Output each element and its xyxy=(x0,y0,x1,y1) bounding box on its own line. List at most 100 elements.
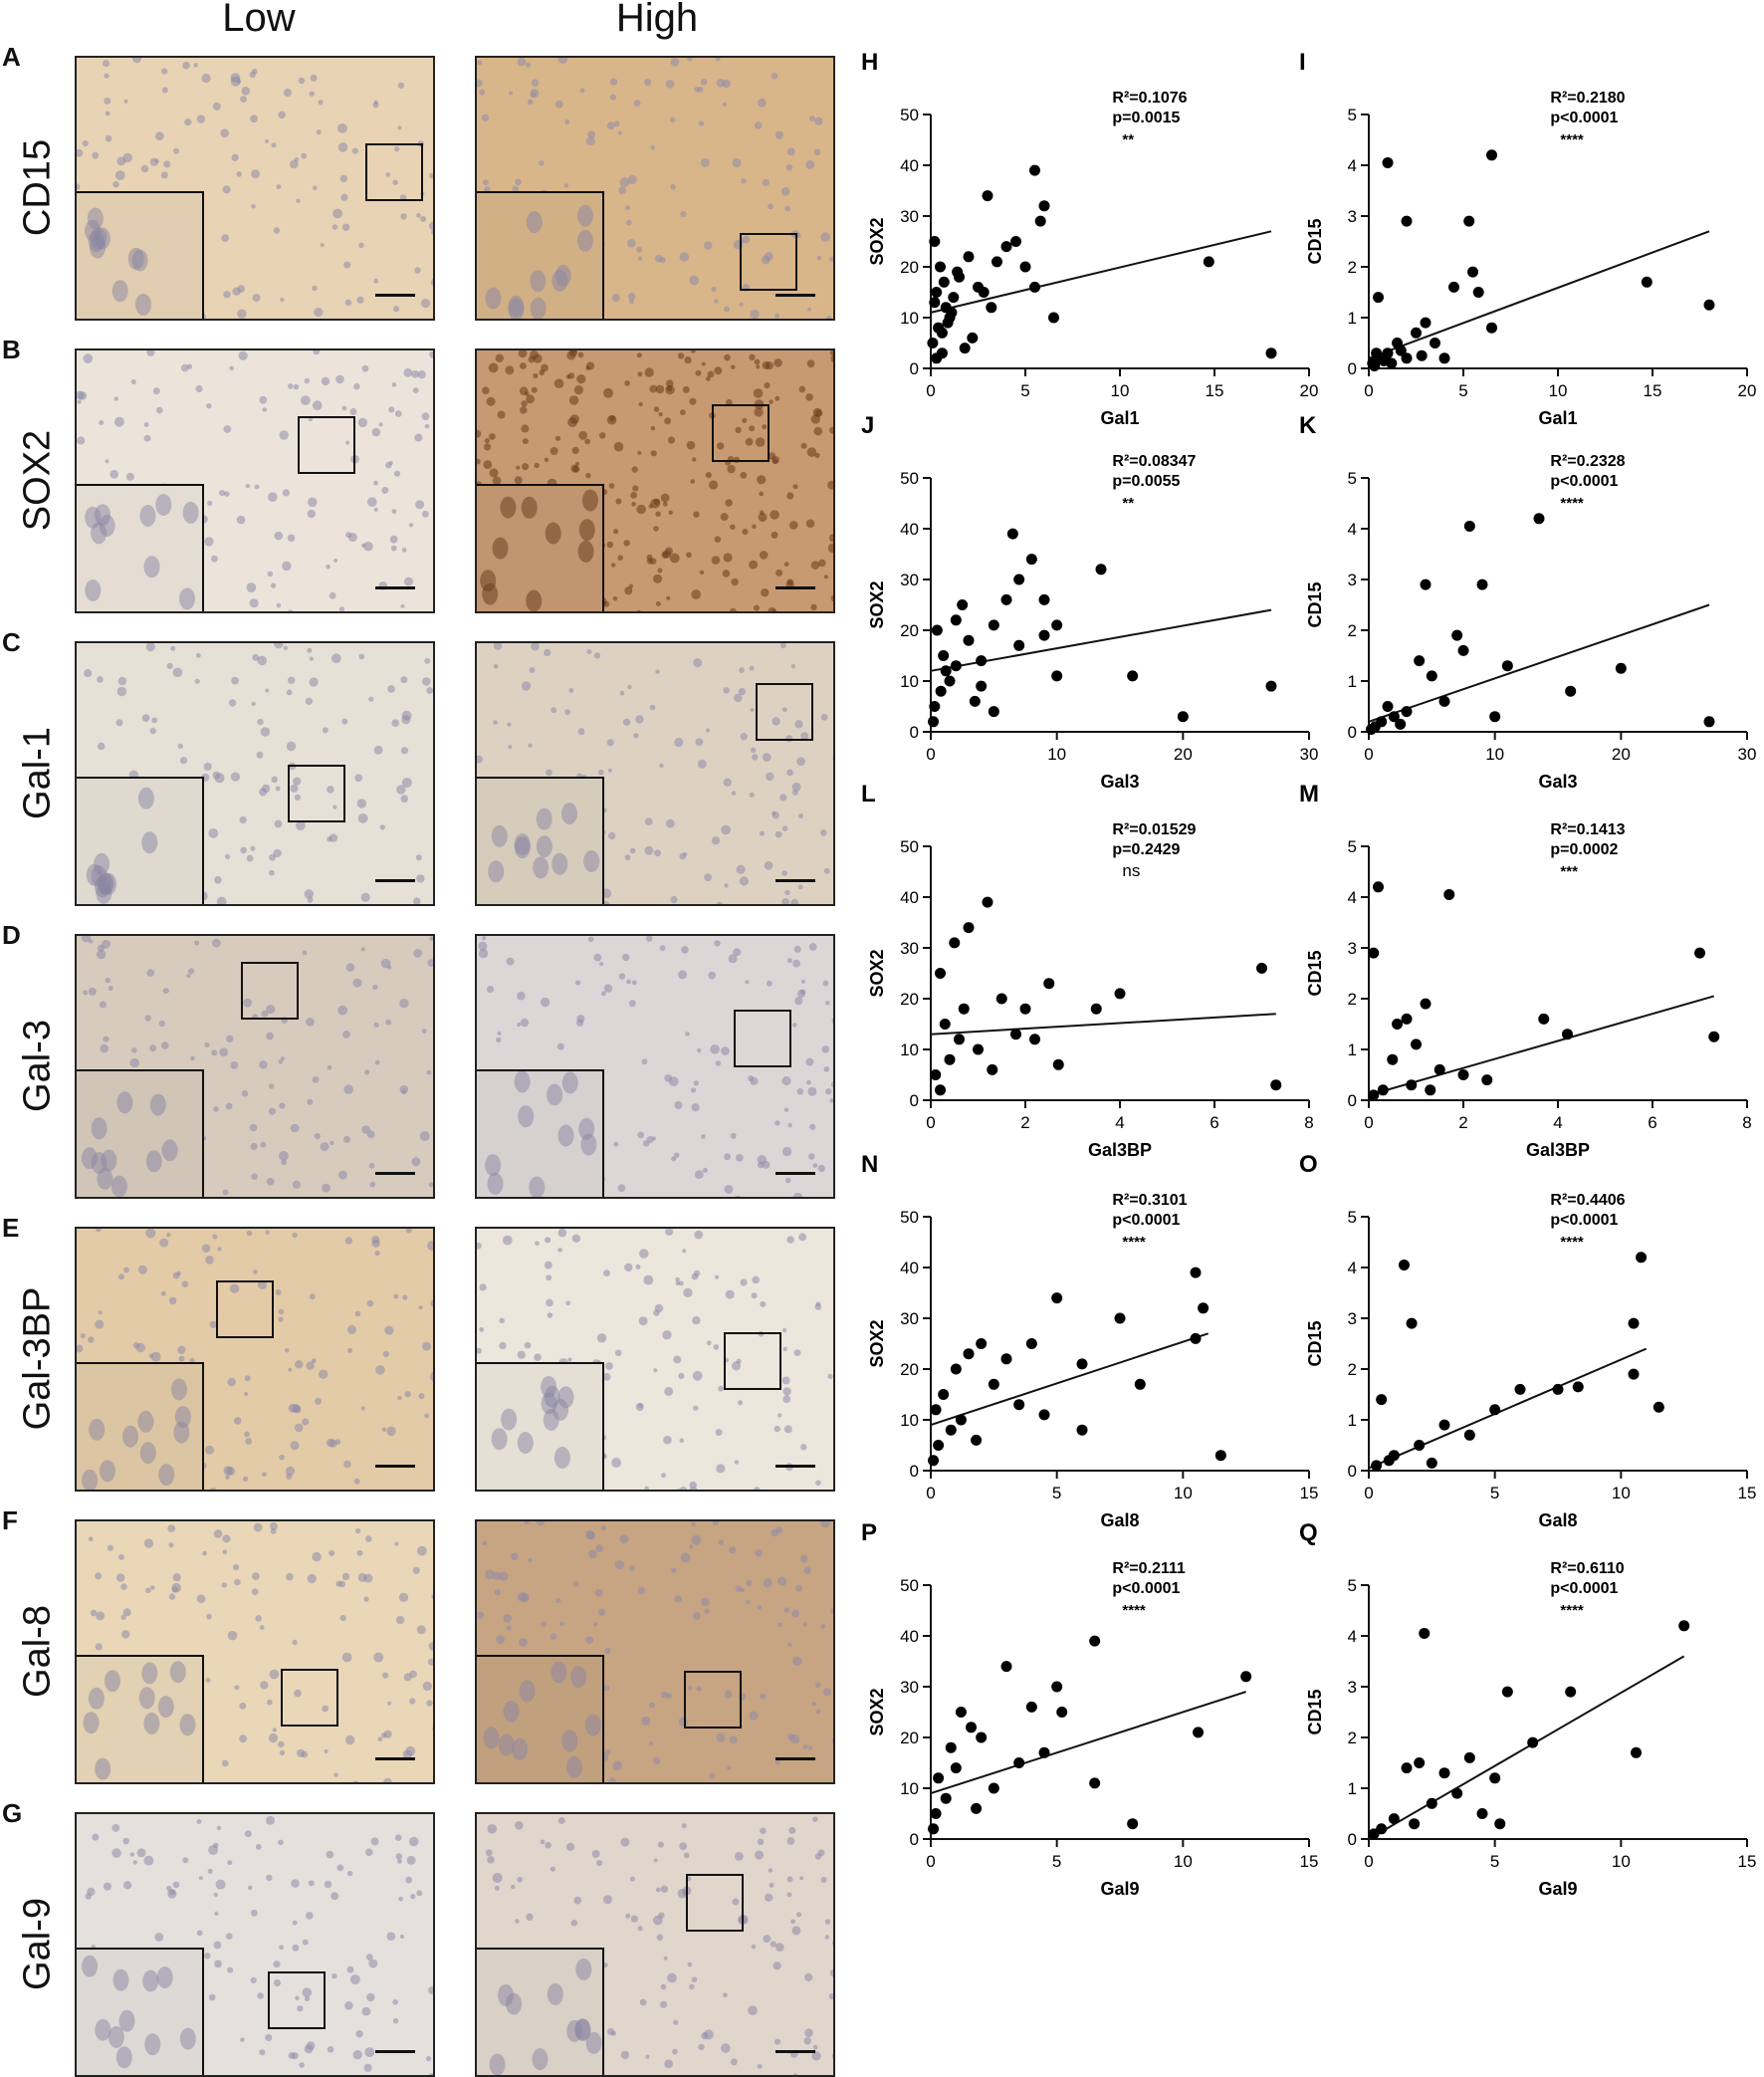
x-tick-label: 20 xyxy=(1612,745,1631,764)
data-point xyxy=(1193,1727,1204,1737)
data-point xyxy=(1489,711,1500,722)
data-point xyxy=(929,297,940,308)
data-point xyxy=(956,1415,967,1426)
x-tick-label: 0 xyxy=(1364,1484,1373,1502)
data-point xyxy=(946,1742,957,1753)
data-point xyxy=(933,1772,944,1783)
data-point xyxy=(1089,1636,1100,1647)
data-point xyxy=(1451,1788,1462,1799)
data-point xyxy=(1013,640,1024,651)
x-tick-label: 30 xyxy=(1738,745,1757,764)
data-point xyxy=(954,1034,965,1044)
data-point xyxy=(1411,328,1422,339)
data-point xyxy=(1538,1014,1549,1025)
data-point xyxy=(1464,1430,1475,1441)
data-point xyxy=(951,660,962,671)
x-tick-label: 4 xyxy=(1553,1113,1562,1132)
y-tick-label: 40 xyxy=(900,1627,919,1646)
y-tick-label: 4 xyxy=(1348,888,1357,907)
y-tick-label: 4 xyxy=(1348,1627,1357,1646)
data-point xyxy=(1494,1818,1505,1829)
r-squared-label: R²=0.2180 xyxy=(1550,90,1625,107)
data-point xyxy=(1020,262,1031,273)
x-axis-label: Gal8 xyxy=(1538,1510,1577,1530)
y-tick-label: 50 xyxy=(900,1208,919,1227)
data-point xyxy=(1439,696,1450,707)
x-tick-label: 0 xyxy=(926,1852,935,1871)
x-tick-label: 0 xyxy=(1364,381,1373,400)
y-tick-label: 2 xyxy=(1348,621,1357,640)
y-tick-label: 50 xyxy=(900,1576,919,1595)
data-point xyxy=(976,655,987,666)
r-squared-label: R²=0.1413 xyxy=(1550,821,1625,838)
data-point xyxy=(943,318,954,329)
x-tick-label: 10 xyxy=(1047,745,1066,764)
data-point xyxy=(1191,1268,1202,1278)
p-value-label: p<0.0001 xyxy=(1550,473,1618,490)
data-point xyxy=(971,1803,982,1814)
data-point xyxy=(1001,1353,1012,1364)
data-point xyxy=(986,302,996,313)
data-point xyxy=(1387,1054,1398,1065)
data-point xyxy=(1115,988,1126,999)
y-axis-label: SOX2 xyxy=(867,1319,887,1367)
data-point xyxy=(976,681,987,692)
p-value-label: p<0.0001 xyxy=(1550,1212,1618,1229)
data-point xyxy=(948,292,959,303)
data-point xyxy=(1486,323,1497,334)
data-point xyxy=(936,686,947,697)
data-point xyxy=(976,1338,987,1349)
data-point xyxy=(1443,889,1454,900)
data-point xyxy=(931,287,942,298)
data-point xyxy=(928,1823,939,1834)
data-point xyxy=(1629,1369,1640,1380)
x-tick-label: 4 xyxy=(1115,1113,1124,1132)
data-point xyxy=(964,1348,975,1359)
y-axis-label: SOX2 xyxy=(867,580,887,628)
data-point xyxy=(935,262,946,273)
data-point xyxy=(1565,686,1576,697)
data-point xyxy=(946,307,957,318)
data-point xyxy=(1035,216,1046,227)
data-point xyxy=(1053,1059,1064,1070)
data-point xyxy=(1135,1379,1146,1390)
x-tick-label: 5 xyxy=(1052,1852,1061,1871)
data-point xyxy=(971,1435,982,1446)
y-tick-label: 40 xyxy=(900,156,919,175)
data-point xyxy=(976,1732,987,1743)
data-point xyxy=(960,343,971,353)
data-point xyxy=(1386,357,1397,368)
data-point xyxy=(1096,564,1107,575)
x-tick-label: 20 xyxy=(1300,381,1319,400)
p-value-label: p<0.0001 xyxy=(1112,1212,1180,1229)
y-tick-label: 5 xyxy=(1348,469,1357,488)
data-point xyxy=(1427,1798,1437,1809)
data-point xyxy=(1486,149,1497,160)
data-point xyxy=(1043,978,1054,989)
y-tick-label: 4 xyxy=(1348,156,1357,175)
data-point xyxy=(1039,200,1050,211)
data-point xyxy=(1204,256,1214,267)
data-point xyxy=(1039,1747,1050,1758)
data-point xyxy=(1704,300,1715,311)
significance-label: ns xyxy=(1122,861,1140,880)
y-tick-label: 2 xyxy=(1348,1729,1357,1747)
x-tick-label: 8 xyxy=(1304,1113,1313,1132)
y-axis-label: CD15 xyxy=(1305,950,1325,996)
x-axis-label: Gal3BP xyxy=(1088,1140,1152,1160)
data-point xyxy=(1010,236,1021,247)
data-point xyxy=(1678,1620,1689,1631)
y-tick-label: 30 xyxy=(900,1678,919,1697)
data-point xyxy=(1198,1302,1209,1313)
data-point xyxy=(1448,282,1459,293)
x-tick-label: 30 xyxy=(1300,745,1319,764)
y-tick-label: 30 xyxy=(900,1309,919,1328)
y-tick-label: 50 xyxy=(900,837,919,856)
data-point xyxy=(1631,1747,1642,1758)
data-point xyxy=(1384,1455,1395,1466)
data-point xyxy=(1266,681,1277,692)
data-point xyxy=(927,338,938,348)
data-point xyxy=(952,267,963,278)
